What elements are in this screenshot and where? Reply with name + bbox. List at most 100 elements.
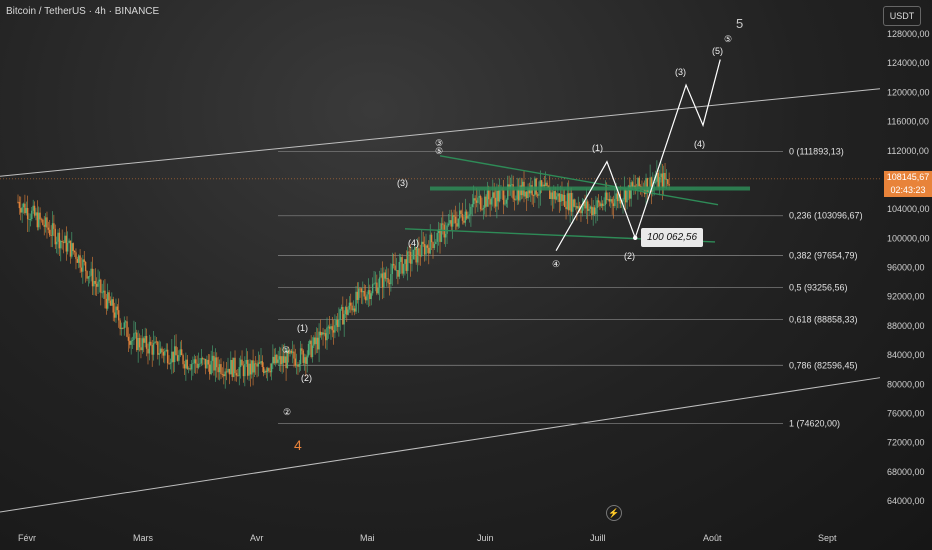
candle-body bbox=[202, 358, 204, 360]
candle-body bbox=[284, 356, 286, 363]
candle-body bbox=[371, 284, 374, 294]
candle-body bbox=[118, 310, 120, 321]
x-tick-label: Août bbox=[703, 533, 722, 543]
candle-body bbox=[481, 209, 483, 211]
candle-body bbox=[668, 184, 670, 186]
wave-label: ④ bbox=[552, 259, 560, 269]
candle-body bbox=[404, 259, 406, 264]
candle-body bbox=[68, 240, 70, 243]
candle-body bbox=[507, 184, 509, 200]
candle-body bbox=[248, 363, 250, 376]
candle-body bbox=[433, 244, 436, 249]
candle-body bbox=[494, 197, 497, 207]
fib-level-label: 0,786 (82596,45) bbox=[789, 360, 858, 370]
candle-body bbox=[87, 276, 90, 279]
candle-body bbox=[203, 358, 205, 360]
candle-body bbox=[326, 327, 328, 341]
candle-body bbox=[421, 241, 423, 256]
price-callout[interactable]: 100 062,56 bbox=[641, 228, 704, 247]
y-tick-label: 100000,00 bbox=[887, 233, 930, 243]
candle-body bbox=[282, 356, 285, 363]
candle-body bbox=[356, 291, 359, 300]
candle-body bbox=[18, 202, 21, 209]
candle-body bbox=[71, 243, 73, 257]
candle-body bbox=[274, 354, 277, 364]
candle-body bbox=[264, 370, 266, 373]
candle-body bbox=[387, 278, 389, 283]
candle-body bbox=[54, 228, 56, 245]
candle-body bbox=[144, 335, 146, 343]
triangle-upper-line bbox=[439, 155, 719, 206]
candle-body bbox=[309, 340, 311, 344]
candle-body bbox=[293, 351, 295, 359]
candle-body bbox=[362, 291, 364, 293]
candle-body bbox=[599, 202, 601, 207]
lightning-icon[interactable]: ⚡ bbox=[606, 505, 622, 521]
candle-body bbox=[625, 189, 627, 203]
candle-body bbox=[297, 364, 299, 367]
candle-body bbox=[138, 337, 141, 348]
candle-body bbox=[104, 290, 106, 299]
candle-body bbox=[323, 333, 326, 335]
wave-label: 4 bbox=[294, 437, 302, 453]
candle-body bbox=[595, 208, 597, 215]
candle-body bbox=[192, 363, 194, 365]
candle-body bbox=[130, 340, 132, 345]
x-tick-label: Avr bbox=[250, 533, 263, 543]
candle-body bbox=[623, 189, 626, 200]
candle-body bbox=[398, 261, 401, 277]
candle-body bbox=[580, 210, 582, 214]
y-tick-label: 104000,00 bbox=[887, 204, 930, 214]
candle-body bbox=[381, 273, 384, 288]
candle-body bbox=[496, 190, 498, 207]
candle-body bbox=[155, 341, 158, 343]
candle-body bbox=[295, 364, 298, 366]
candle-body bbox=[436, 233, 438, 242]
candle-body bbox=[360, 288, 363, 293]
currency-button[interactable]: USDT bbox=[883, 6, 921, 26]
candle-body bbox=[46, 217, 48, 228]
candle-body bbox=[276, 354, 278, 363]
candle-body bbox=[31, 210, 33, 219]
candle-body bbox=[141, 338, 144, 351]
candle-body bbox=[444, 233, 447, 238]
candle-body bbox=[127, 336, 130, 341]
candle-body bbox=[354, 308, 356, 312]
candle-body bbox=[76, 258, 79, 263]
candle-body bbox=[553, 191, 555, 200]
candle-body bbox=[428, 247, 430, 254]
candle-body bbox=[637, 177, 639, 190]
candle-body bbox=[471, 204, 474, 207]
candle-body bbox=[168, 363, 170, 365]
candle-body bbox=[268, 368, 270, 372]
candle-body bbox=[355, 291, 357, 312]
candle-body bbox=[199, 363, 201, 365]
candle-body bbox=[409, 251, 412, 264]
fib-level-label: 0,5 (93256,56) bbox=[789, 283, 848, 293]
candle-body bbox=[90, 268, 92, 276]
candle-body bbox=[463, 220, 465, 223]
candle-body bbox=[574, 205, 577, 207]
candle-body bbox=[55, 241, 58, 245]
candle-body bbox=[600, 203, 602, 207]
wave-label: (2) bbox=[301, 373, 312, 383]
candle-body bbox=[426, 245, 429, 248]
candle-body bbox=[169, 362, 172, 364]
candle-body bbox=[196, 363, 198, 368]
candle-body bbox=[78, 255, 80, 263]
wave-label: ③ bbox=[435, 138, 443, 148]
candle-body bbox=[253, 363, 256, 373]
candle-body bbox=[328, 326, 331, 329]
candle-body bbox=[477, 197, 479, 203]
candle-body bbox=[154, 341, 156, 344]
current-price: 108145,67 bbox=[886, 172, 930, 182]
candle-body bbox=[234, 357, 236, 374]
candle-body bbox=[314, 337, 316, 345]
candle-body bbox=[116, 306, 119, 311]
candle-body bbox=[180, 349, 183, 356]
candle-body bbox=[120, 327, 123, 330]
candle-body bbox=[262, 366, 265, 373]
wave-label: ⑤ bbox=[724, 34, 732, 44]
candle-body bbox=[178, 355, 180, 361]
